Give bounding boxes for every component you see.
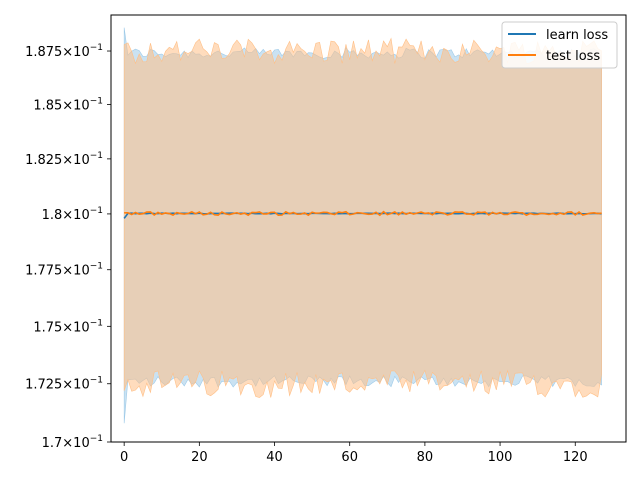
- mean-line-1: [124, 210, 602, 217]
- x-tick-label: 40: [266, 450, 283, 465]
- plot-frame: [110, 14, 627, 443]
- band-1: [123, 37, 602, 398]
- legend-label-0: learn loss: [546, 28, 608, 43]
- x-tick-label: 60: [341, 450, 358, 465]
- y-tick-label: 1.875×10−1: [25, 43, 103, 60]
- x-tick-label: 100: [488, 450, 513, 465]
- mean-lines: [123, 210, 602, 219]
- x-tick-label: 120: [563, 450, 588, 465]
- x-axis: 0 20 40 60 80 100 120: [120, 442, 588, 465]
- legend: learn loss test loss: [501, 21, 618, 69]
- y-axis: 1.7×10−1 1.725×10−1 1.75×10−1 1.775×10−1 1.8…: [25, 43, 111, 451]
- legend-label-1: test loss: [546, 49, 600, 64]
- y-tick-label: 1.775×10−1: [25, 262, 103, 279]
- x-tick-label: 0: [120, 450, 128, 465]
- y-tick-label: 1.725×10−1: [25, 376, 103, 393]
- x-tick-label: 80: [417, 450, 434, 465]
- confidence-bands: [123, 27, 602, 424]
- x-tick-label: 20: [191, 450, 208, 465]
- y-tick-label: 1.825×10−1: [25, 151, 103, 168]
- y-tick-label: 1.8×10−1: [42, 206, 103, 223]
- y-tick-label: 1.75×10−1: [33, 318, 103, 335]
- y-tick-label: 1.85×10−1: [33, 97, 103, 114]
- y-tick-label: 1.7×10−1: [42, 434, 103, 451]
